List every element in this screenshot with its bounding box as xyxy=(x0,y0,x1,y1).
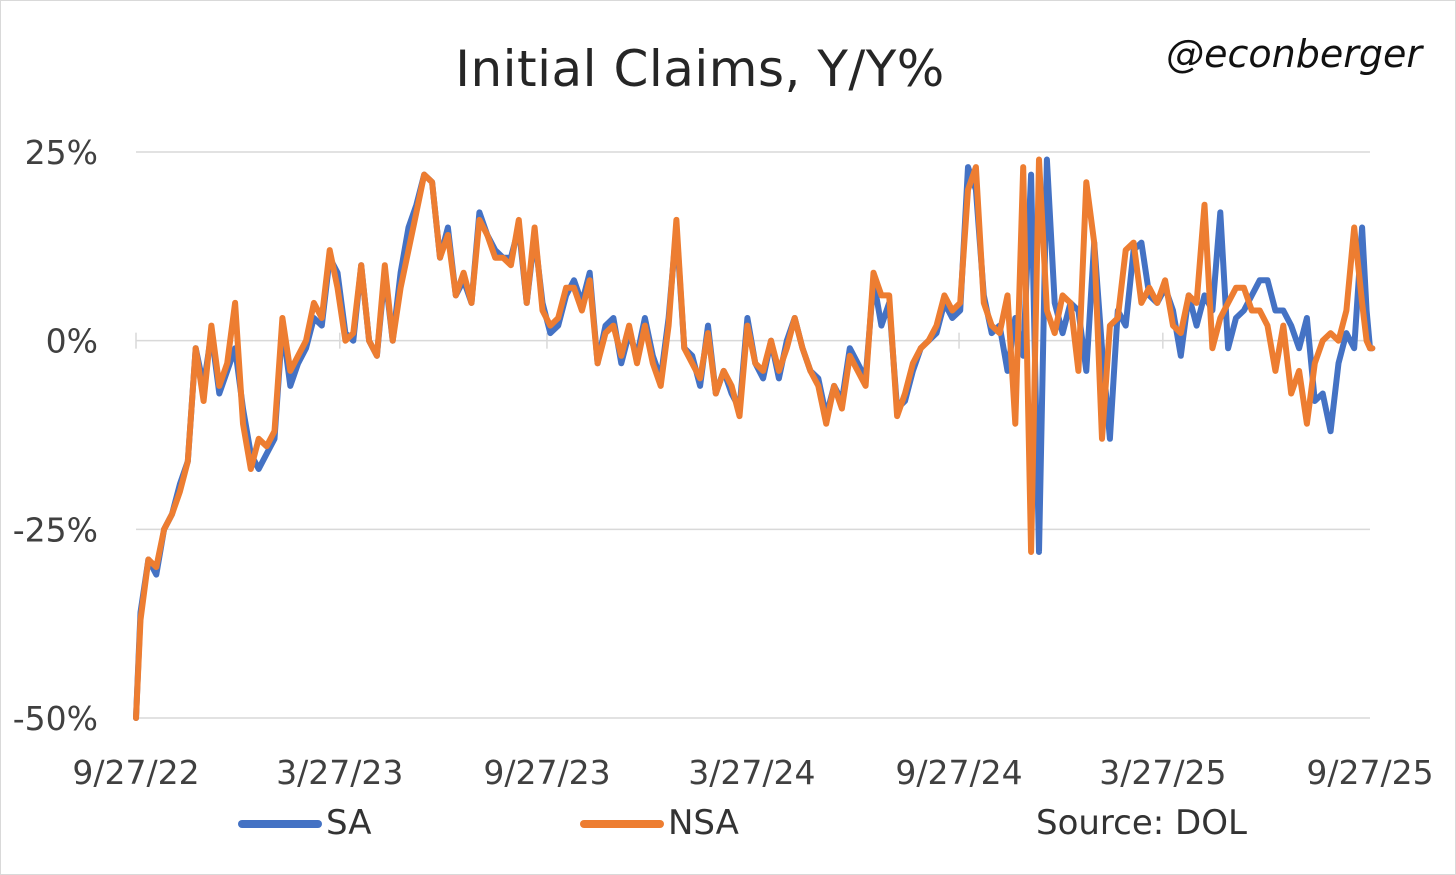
x-tick-label: 9/27/23 xyxy=(483,753,610,792)
source-note: Source: DOL xyxy=(1036,803,1247,843)
y-tick-label: 0% xyxy=(46,322,98,361)
x-tick-label: 9/27/22 xyxy=(72,753,199,792)
x-tick-label: 3/27/23 xyxy=(276,753,403,792)
series-line-sa xyxy=(133,156,1376,721)
y-tick-label: -25% xyxy=(13,510,98,549)
y-tick-label: 25% xyxy=(25,133,98,172)
legend-label-nsa: NSA xyxy=(668,803,739,843)
chart-title: Initial Claims, Y/Y% xyxy=(455,40,945,98)
legend-swatch-nsa xyxy=(580,820,664,828)
author-watermark: @econberger xyxy=(1166,32,1422,76)
x-tick-label: 9/27/25 xyxy=(1306,753,1433,792)
x-tick-label: 9/27/24 xyxy=(895,753,1022,792)
legend-label-sa: SA xyxy=(326,803,372,843)
y-tick-label: -50% xyxy=(13,699,98,738)
legend-swatch-sa xyxy=(238,820,322,828)
x-tick-label: 3/27/24 xyxy=(688,753,815,792)
series-line-nsa xyxy=(133,156,1376,721)
x-tick-label: 3/27/25 xyxy=(1099,753,1226,792)
